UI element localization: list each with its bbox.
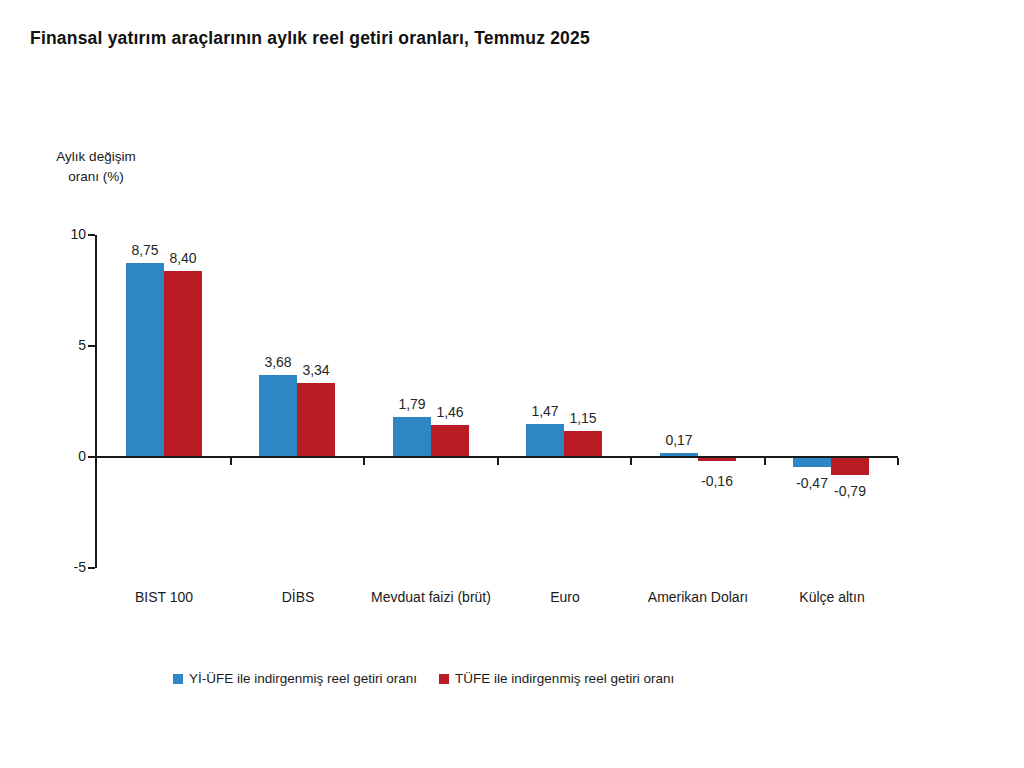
value-label-tufe-2: 1,46 bbox=[418, 404, 482, 420]
x-axis-tick bbox=[630, 458, 632, 465]
category-label-3: Euro bbox=[498, 589, 632, 605]
legend-swatch-red-icon bbox=[439, 674, 449, 684]
plot-area: 1050-58,758,40BIST 1003,683,34DİBS1,791,… bbox=[0, 0, 1024, 768]
legend-label-yi-ufe: Yİ-ÜFE ile indirgenmiş reel getiri oranı bbox=[189, 671, 417, 686]
bar-yi-ufe-3 bbox=[526, 424, 564, 456]
bar-yi-ufe-1 bbox=[259, 375, 297, 456]
y-axis-tick bbox=[88, 567, 95, 569]
x-axis-tick bbox=[897, 458, 899, 465]
chart-page: Finansal yatırım araçlarının aylık reel … bbox=[0, 0, 1024, 768]
x-axis-tick bbox=[363, 458, 365, 465]
y-tick-label: 0 bbox=[48, 448, 86, 464]
bar-yi-ufe-2 bbox=[393, 417, 431, 456]
y-axis-tick bbox=[88, 345, 95, 347]
bar-yi-ufe-0 bbox=[126, 263, 164, 456]
legend-item-yi-ufe: Yİ-ÜFE ile indirgenmiş reel getiri oranı bbox=[173, 671, 417, 686]
bar-yi-ufe-4 bbox=[660, 453, 698, 456]
category-label-2: Mevduat faizi (brüt) bbox=[364, 589, 498, 605]
legend-label-tufe: TÜFE ile indirgenmiş reel getiri oranı bbox=[455, 671, 674, 686]
y-tick-label: 10 bbox=[48, 226, 86, 242]
value-label-tufe-4: -0,16 bbox=[685, 473, 749, 489]
y-tick-label: 5 bbox=[48, 337, 86, 353]
category-label-4: Amerikan Doları bbox=[631, 589, 765, 605]
y-axis-line bbox=[95, 235, 97, 568]
x-axis-tick bbox=[230, 458, 232, 465]
bar-tufe-3 bbox=[564, 431, 602, 456]
category-label-1: DİBS bbox=[231, 589, 365, 605]
y-axis-tick bbox=[88, 234, 95, 236]
legend-swatch-blue-icon bbox=[173, 674, 183, 684]
bar-tufe-2 bbox=[431, 425, 469, 456]
value-label-tufe-0: 8,40 bbox=[151, 250, 215, 266]
category-label-0: BIST 100 bbox=[97, 589, 231, 605]
y-tick-label: -5 bbox=[48, 559, 86, 575]
bar-yi-ufe-5 bbox=[793, 458, 831, 467]
y-axis-tick bbox=[88, 456, 95, 458]
legend: Yİ-ÜFE ile indirgenmiş reel getiri oranı… bbox=[173, 671, 674, 686]
x-axis-tick bbox=[764, 458, 766, 465]
bar-tufe-5 bbox=[831, 458, 869, 475]
bar-tufe-1 bbox=[297, 383, 335, 456]
bar-tufe-4 bbox=[698, 458, 736, 461]
legend-item-tufe: TÜFE ile indirgenmiş reel getiri oranı bbox=[439, 671, 674, 686]
value-label-tufe-5: -0,79 bbox=[818, 483, 882, 499]
bar-tufe-0 bbox=[164, 271, 202, 456]
value-label-tufe-3: 1,15 bbox=[551, 410, 615, 426]
value-label-yi-ufe-4: 0,17 bbox=[647, 432, 711, 448]
category-label-5: Külçe altın bbox=[765, 589, 899, 605]
value-label-tufe-1: 3,34 bbox=[284, 362, 348, 378]
x-axis-tick bbox=[497, 458, 499, 465]
